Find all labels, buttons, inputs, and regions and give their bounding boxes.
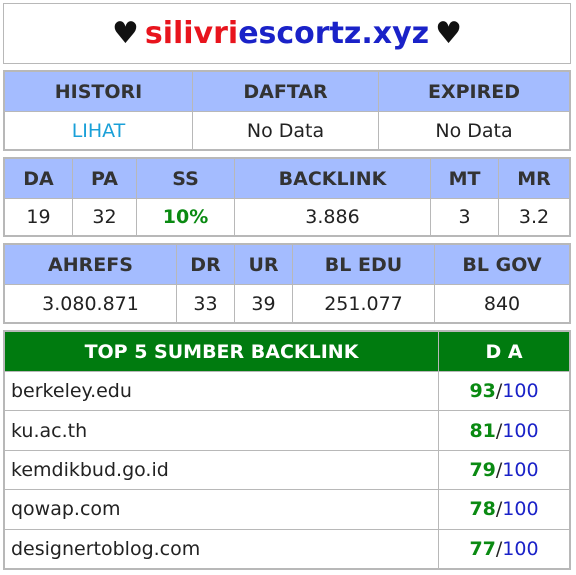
backlink-value: 3.886 xyxy=(234,198,431,236)
header-top-sources: TOP 5 SUMBER BACKLINK xyxy=(4,331,439,372)
daftar-value: No Data xyxy=(192,111,379,150)
lihat-link[interactable]: LIHAT xyxy=(71,119,126,142)
ahrefs-value: 3.080.871 xyxy=(4,284,177,323)
source-site: designertoblog.com xyxy=(4,528,439,570)
header-expired: EXPIRED xyxy=(378,71,570,112)
header-backlink: BACKLINK xyxy=(234,158,431,199)
table-row: qowap.com 78/100 xyxy=(4,489,570,530)
header-histori: HISTORI xyxy=(4,71,193,112)
header-bl-edu: BL EDU xyxy=(292,244,435,285)
site-title: ♥ silivri escortz.xyz ♥ xyxy=(3,3,571,64)
heart-icon-right: ♥ xyxy=(435,16,463,51)
source-site: ku.ac.th xyxy=(4,410,439,451)
da-value: 19 xyxy=(4,198,73,236)
header-pa: PA xyxy=(72,158,137,199)
ur-value: 39 xyxy=(234,284,293,323)
header-bl-gov: BL GOV xyxy=(434,244,570,285)
table-row: ku.ac.th 81/100 xyxy=(4,410,570,451)
source-da: 78/100 xyxy=(438,489,570,530)
source-site: kemdikbud.go.id xyxy=(4,449,439,491)
source-site: berkeley.edu xyxy=(4,370,439,412)
header-dr: DR xyxy=(176,244,235,285)
pa-value: 32 xyxy=(72,198,137,236)
ss-value: 10% xyxy=(136,198,235,236)
source-da: 93/100 xyxy=(438,370,570,412)
header-ur: UR xyxy=(234,244,293,285)
site-name-part2: escortz.xyz xyxy=(238,16,430,51)
source-site: qowap.com xyxy=(4,489,439,530)
source-da: 79/100 xyxy=(438,449,570,491)
source-da: 77/100 xyxy=(438,528,570,570)
table-row: berkeley.edu 93/100 xyxy=(4,370,570,412)
header-source-da: D A xyxy=(438,331,570,372)
header-ss: SS xyxy=(136,158,235,199)
table-row: kemdikbud.go.id 79/100 xyxy=(4,449,570,491)
expired-value: No Data xyxy=(378,111,570,150)
ahrefs-table: AHREFS DR UR BL EDU BL GOV 3.080.871 33 … xyxy=(3,243,571,324)
backlink-sources-table: TOP 5 SUMBER BACKLINK D A berkeley.edu 9… xyxy=(3,330,571,570)
header-ahrefs: AHREFS xyxy=(4,244,177,285)
header-daftar: DAFTAR xyxy=(192,71,379,112)
header-mr: MR xyxy=(498,158,570,199)
bl-gov-value: 840 xyxy=(434,284,570,323)
dr-value: 33 xyxy=(176,284,235,323)
source-da: 81/100 xyxy=(438,410,570,451)
history-table: HISTORI DAFTAR EXPIRED LIHAT No Data No … xyxy=(3,70,571,151)
table-row: designertoblog.com 77/100 xyxy=(4,528,570,570)
site-name-part1: silivri xyxy=(144,16,239,51)
mt-value: 3 xyxy=(430,198,499,236)
header-mt: MT xyxy=(430,158,499,199)
heart-icon-left: ♥ xyxy=(111,16,139,51)
mr-value: 3.2 xyxy=(498,198,570,236)
bl-edu-value: 251.077 xyxy=(292,284,435,323)
header-da: DA xyxy=(4,158,73,199)
metrics-table: DA PA SS BACKLINK MT MR 19 32 10% 3.886 … xyxy=(3,157,571,237)
